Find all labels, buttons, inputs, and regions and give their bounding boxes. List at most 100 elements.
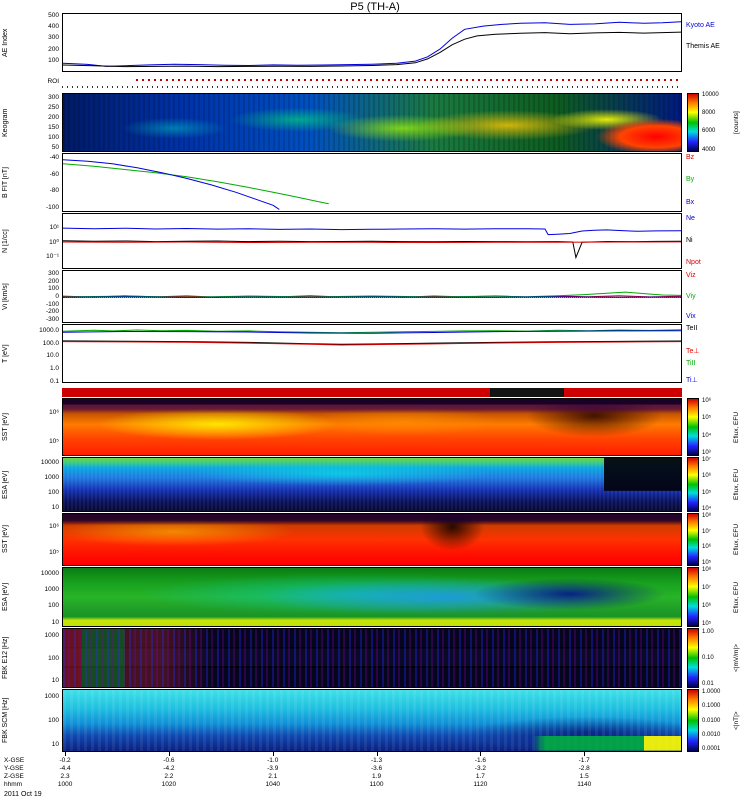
ephemeris-row-Y-GSE: Y-GSE -4.4 -4.2 -3.9 -3.6 -3.2 -2.8 <box>0 765 750 773</box>
temp-ytick-label: 100.0 <box>42 339 59 347</box>
fbk_b-colorbar-tick: 1.0000 <box>702 688 721 695</box>
ephemeris-value: 1000 <box>57 781 73 788</box>
sst_elec-colorbar-title: Eflux, EFU <box>733 523 740 556</box>
bar-plot-area <box>62 388 682 397</box>
panel-keogram: Keogram 300 250 200 150 100 50 10000 8000 6000 400… <box>0 91 750 153</box>
ephemeris-value: -0.2 <box>59 757 71 764</box>
bfit-legend-Bz: Bz <box>686 153 695 161</box>
keogram-ytick-label: 150 <box>48 123 59 131</box>
ephemeris-value: 2.2 <box>164 773 174 780</box>
bfit-ytick-label: -100 <box>45 204 59 212</box>
ephemeris-value: 1140 <box>577 781 592 788</box>
density-legend-Ni: Ni <box>686 237 693 244</box>
keogram-colorbar-tick: 10000 <box>702 91 719 98</box>
panel-ae-index: AE Index 500 400 300 200 100 Kyoto AE Themis AE <box>0 11 750 72</box>
sst_ion-colorbar <box>687 398 699 456</box>
esa_ion-ytick-label: 10000 <box>40 459 59 467</box>
time-tick-mark <box>65 752 67 756</box>
velocity-line-Vix <box>63 296 681 298</box>
sst_ion-colorbar-tick: 10⁵ <box>702 415 712 422</box>
ephemeris-value: -3.9 <box>267 765 279 772</box>
fbk_e-colorbar-tick: 1.00 <box>702 628 714 635</box>
bfit-ytick-label: -80 <box>49 187 59 195</box>
fbk_e-colorbar-tick: 0.01 <box>702 681 714 688</box>
panel-sst-ion: SST [eV] 10⁶ 10⁵ 10⁶ 10⁵ 10⁴ 10³ Eflux, EFU <box>0 398 750 456</box>
keogram-colorbar-title: [counts] <box>733 111 740 134</box>
ephemeris-value: 2.1 <box>268 773 278 780</box>
sst_ion-colorbar-tick: 10⁴ <box>702 432 712 439</box>
esa_elec-colorbar-tick: 10⁶ <box>702 603 712 609</box>
ae-ytick-label: 500 <box>48 11 59 19</box>
esa_elec-colorbar-tick: 10⁷ <box>702 585 711 591</box>
sst_elec-colorbar-tick: 10⁶ <box>702 544 712 551</box>
esa_elec-colorbar-tick: 10⁸ <box>702 567 712 573</box>
density-legend-Ne: Ne <box>686 214 695 222</box>
esa_elec-colorbar-tick: 10⁵ <box>702 621 712 627</box>
velocity-ytick-label: -100 <box>45 300 59 308</box>
density-plot-area <box>62 213 682 269</box>
ae-ytick-label: 300 <box>48 34 59 42</box>
temp-legend-TeII: TeII <box>686 324 698 332</box>
temp-plot-area <box>62 324 682 383</box>
density-ytick-label: 10¹ <box>49 223 59 231</box>
keogram-plot-area <box>62 93 682 152</box>
keogram-ytick-label: 250 <box>48 104 59 112</box>
ae-legend-Kyoto AE: Kyoto AE <box>686 21 715 29</box>
panel-fbk-scm: FBK SCM [Hz] 1000 100 10 1.0000 0.1000 0.0100 0… <box>0 688 750 753</box>
keogram-ytick-label: 100 <box>48 133 59 141</box>
ephemeris-value: 1040 <box>265 781 280 788</box>
keogram-ytick-label: 300 <box>48 94 59 102</box>
panel-temperature: T [eV] 1000.0 100.0 10.0 1.0 0.1 TeII Te⊥ TiII Ti… <box>0 324 750 386</box>
fbk_b-colorbar <box>687 689 699 752</box>
temp-line-Te⊥ <box>63 341 681 346</box>
esa_elec-plot-area <box>62 567 682 627</box>
panel-ion-velocity: Vi [km/s] 300 200 100 0 -100 -200 -300 Viz Viy Vix <box>0 270 750 323</box>
bfit-line-By <box>63 163 329 205</box>
keogram-ytick-label: 50 <box>51 143 59 151</box>
ae-ytick-label: 400 <box>48 23 59 31</box>
density-series-plot <box>63 227 681 260</box>
ephemeris-row-label: Z-GSE <box>4 773 24 780</box>
panel-b-fit: B FIT [nT] -40 -60 -80 -100 Bz By Bx <box>0 153 750 212</box>
panel-mode-bar <box>0 388 750 397</box>
ae-legend-Themis AE: Themis AE <box>686 43 720 51</box>
keogram-colorbar-tick: 8000 <box>702 110 716 117</box>
esa_elec-ytick-label: 10000 <box>40 569 59 577</box>
esa_ion-ytick-label: 10 <box>51 504 59 512</box>
fbk_e-ytick-label: 10 <box>51 677 59 685</box>
temp-legend-TiII: TiII <box>686 360 696 368</box>
esa_elec-colorbar-title: Eflux, EFU <box>733 581 740 613</box>
ephemeris-value: 1100 <box>369 781 384 788</box>
velocity-line-Viy <box>63 291 681 298</box>
esa_ion-colorbar-tick: 10⁶ <box>702 473 712 480</box>
temp-ytick-label: 0.1 <box>49 378 59 386</box>
esa_ion-ytick-label: 100 <box>48 489 59 497</box>
ephemeris-value: -4.4 <box>59 765 71 772</box>
esa_elec-ytick-label: 100 <box>48 602 59 610</box>
time-tick-mark <box>376 752 378 756</box>
ae-series-plot <box>63 21 681 68</box>
sst_elec-colorbar-tick: 10⁷ <box>702 528 711 535</box>
sst_ion-colorbar-tick: 10⁶ <box>702 397 712 404</box>
sst_ion-ytick-label: 10⁵ <box>49 438 59 445</box>
ephemeris-value: 1.5 <box>579 773 589 780</box>
esa_elec-ytick-label: 1000 <box>44 586 59 594</box>
panel-esa-ion: ESA [eV] 10000 1000 100 10 10⁷ 10⁶ 10⁵ 10⁴ Eflux,… <box>0 456 750 513</box>
ae-ytick-label: 100 <box>48 57 59 65</box>
ephemeris-row-label: X-GSE <box>4 757 25 764</box>
plot-title: P5 (TH-A) <box>350 1 400 13</box>
ae-ytick-label: 200 <box>48 45 59 53</box>
ephemeris-value: 1120 <box>473 781 488 788</box>
ephemeris-value: -4.2 <box>163 765 175 772</box>
ephemeris-value: -1.3 <box>370 757 383 764</box>
sst_elec-colorbar <box>687 513 699 566</box>
sst_ion-axis-label: SST [eV] <box>2 413 9 441</box>
ephemeris-value: -1.7 <box>578 757 590 764</box>
fbk_e-plot-area <box>62 628 682 688</box>
ephemeris-value: -3.2 <box>474 765 486 772</box>
ae-line-Kyoto AE <box>63 21 681 67</box>
keogram-ytick-label: 200 <box>48 114 59 122</box>
fbk_e-ytick-label: 1000 <box>44 631 59 639</box>
esa_ion-colorbar-tick: 10⁷ <box>702 456 711 463</box>
temp-legend-Ti⊥: Ti⊥ <box>686 377 698 385</box>
